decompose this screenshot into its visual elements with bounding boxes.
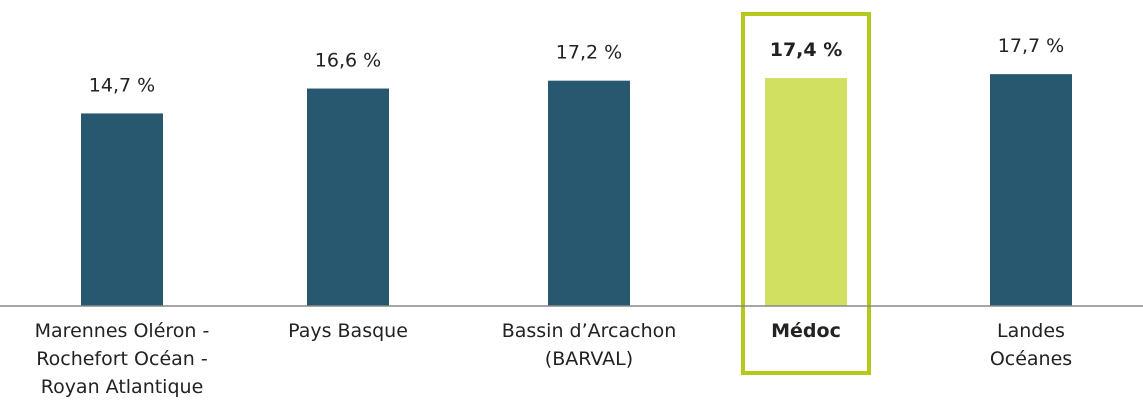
x-tick-label: Marennes Oléron - Rochefort Océan - Roya…	[34, 320, 210, 398]
x-tick-label: Pays Basque	[288, 320, 408, 342]
bar	[81, 113, 163, 307]
value-label: 14,7 %	[89, 74, 155, 96]
x-tick-label: Médoc	[771, 320, 841, 342]
bar	[990, 74, 1072, 306]
x-tick-label: Bassin d’Arcachon (BARVAL)	[501, 320, 677, 370]
value-label: 17,4 %	[770, 39, 843, 61]
highlight-box	[741, 12, 871, 375]
bar	[548, 80, 630, 307]
value-label: 16,6 %	[315, 50, 381, 72]
value-label: 17,2 %	[556, 42, 622, 64]
bar	[765, 78, 847, 306]
x-tick-label: Landes Océanes	[989, 320, 1073, 370]
bar	[307, 88, 389, 306]
value-label: 17,7 %	[998, 35, 1064, 57]
